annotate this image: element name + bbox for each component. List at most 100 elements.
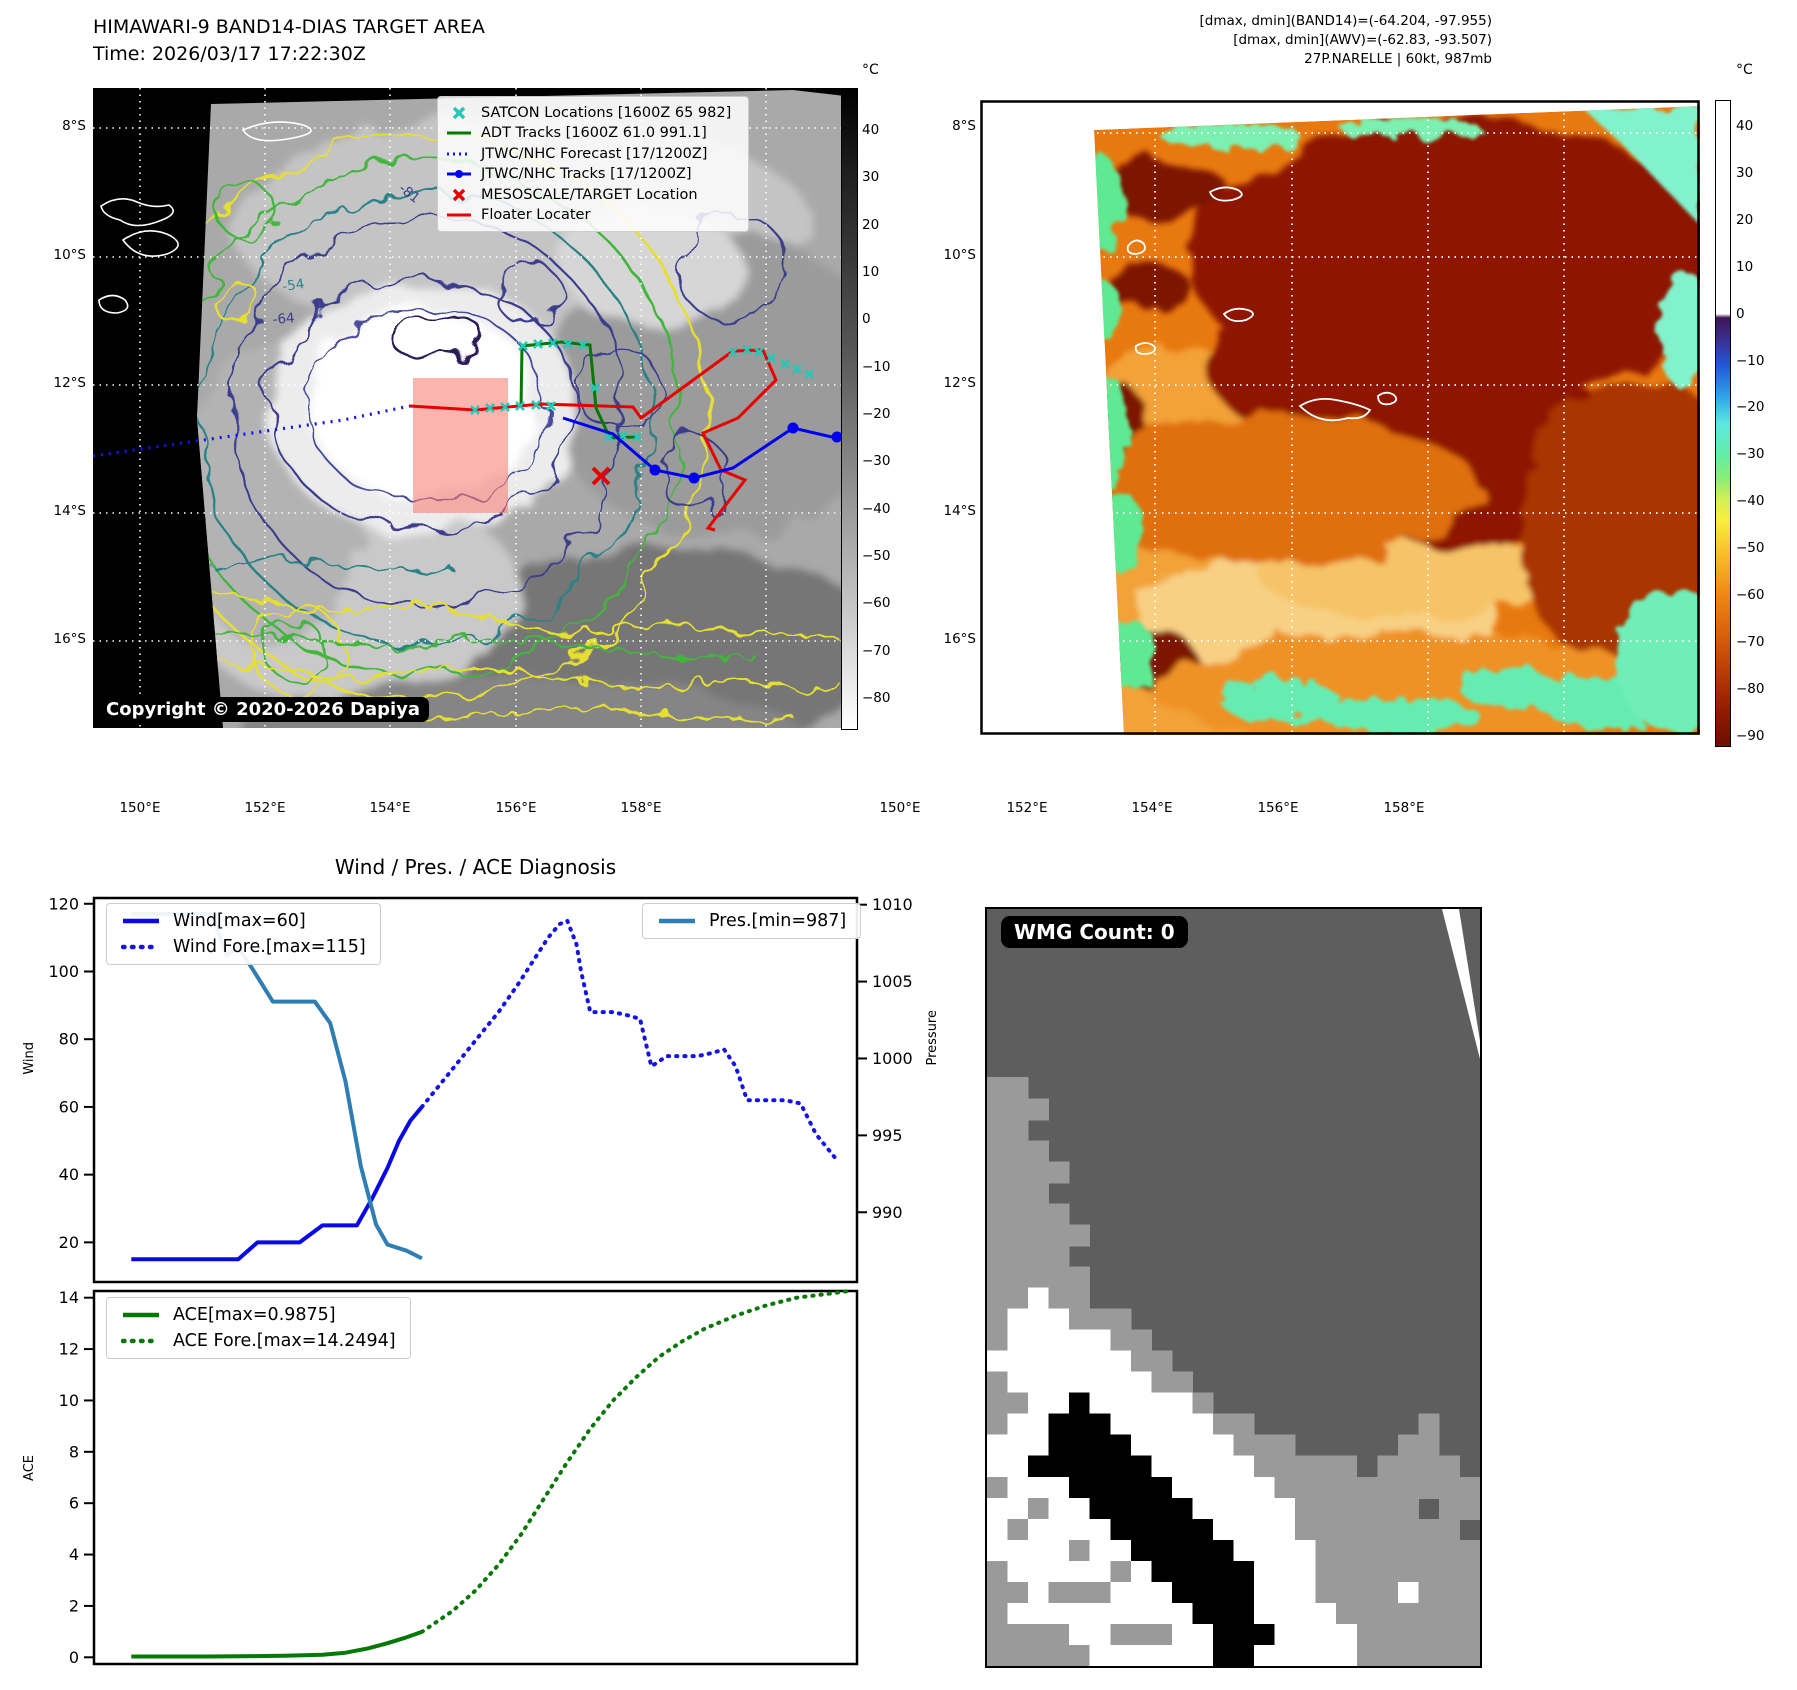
track-dot-icon [447,170,471,179]
awv-colorbar-tick: −20 [1736,399,1765,416]
contour-label: -64 [272,310,295,328]
band14-colorbar [841,88,858,730]
wind-legend: Wind[max=60] Wind Fore.[max=115] [106,903,381,965]
band14-colorbar-tick: 0 [862,311,871,328]
y2-tick-label: 995 [872,1126,903,1145]
awv-lon-label: 158°E [1383,800,1425,816]
series-Wind[max=60] [131,1105,424,1262]
awv-colorbar-tick: 0 [1736,305,1745,322]
legend-label: JTWC/NHC Forecast [17/1200Z] [481,145,708,162]
band14-colorbar-tick: −80 [862,689,891,706]
band14-colorbar-tick: 30 [862,169,880,186]
awv-colorbar-tick: −90 [1736,727,1765,744]
band14-title: HIMAWARI-9 BAND14-DIAS TARGET AREA [93,16,485,38]
band14-colorbar-tick: −20 [862,405,891,422]
y-tick-label: 2 [69,1596,79,1615]
band14-lon-label: 152°E [244,800,286,816]
y-tick-label: 20 [59,1233,79,1252]
y-tick-label: 4 [69,1545,79,1564]
band14-colorbar-tick: 10 [862,263,880,280]
jtwc-track-line [562,416,845,484]
y-tick-label: 40 [59,1165,79,1184]
pressure-axis-label: Pressure [925,1010,940,1066]
wind-line-icon [123,918,159,924]
legend-label: ACE Fore.[max=14.2494] [173,1331,396,1351]
legend-label: ADT Tracks [1600Z 61.0 991.1] [481,125,707,142]
y-tick-label: 8 [69,1442,79,1461]
band14-colorbar-tick: −10 [862,358,891,375]
y-tick-label: 14 [59,1288,79,1307]
wmg-scan-edge [1442,909,1480,1059]
band14-lat-label: 14°S [53,503,87,519]
awv-lat-label: 14°S [943,503,977,519]
series-ACE[max=0.9875] [131,1630,423,1659]
awv-map [980,100,1700,735]
ace-forecast-line-icon [121,1338,161,1344]
awv-colorbar-tick: 10 [1736,258,1754,275]
wind-axis-label: Wind [22,1042,37,1075]
band14-lat-label: 10°S [53,247,87,263]
wind-pressure-chart: 20 40 60 80 100 120 990 995 1000 1005 1010 [48,894,913,1284]
y-tick-label: 100 [48,962,79,981]
band14-colorbar-tick: −60 [862,595,891,612]
band14-lat-label: 12°S [53,375,87,391]
awv-colorbar [1715,100,1731,747]
diagnosis-title: Wind / Pres. / ACE Diagnosis [334,855,617,879]
target-area-box [413,378,508,513]
series-ACE Fore.[max=14.2494] [419,1289,849,1634]
y-tick-label: 60 [59,1097,79,1116]
legend-label: MESOSCALE/TARGET Location [481,186,698,203]
band14-map-legend: SATCON Locations [1600Z 65 982] ADT Trac… [437,96,749,232]
mesoscale-x-icon [452,188,466,201]
series-Pres.[min=987] [131,911,423,1261]
copyright-badge: Copyright © 2020-2026 Dapiya [97,697,430,722]
wmg-count-badge: WMG Count: 0 [1001,916,1188,948]
awv-colorbar-tick: −60 [1736,587,1765,603]
band14-colorbar-tick: −40 [862,500,891,517]
awv-colorbar-unit: °C [1736,62,1753,78]
wind-forecast-line-icon [121,944,161,950]
awv-header: [dmax, dmin](BAND14)=(-64.204, -97.955) … [1000,12,1492,69]
awv-header-line: 27P.NARELLE | 60kt, 987mb [1304,51,1492,67]
pressure-legend: Pres.[min=987] [642,903,862,939]
awv-lat-label: 8°S [952,118,976,134]
band14-colorbar-tick: 20 [862,216,880,233]
y2-tick-label: 1005 [872,972,913,991]
legend-label: Floater Locater [481,207,591,224]
band14-lat-label: 16°S [53,631,87,647]
awv-colorbar-tick: −40 [1736,493,1765,510]
legend-label: Pres.[min=987] [709,911,847,931]
band14-lat-label: 8°S [62,118,86,134]
legend-label: JTWC/NHC Tracks [17/1200Z] [481,166,692,183]
y-tick-label: 0 [69,1648,79,1667]
adt-line-icon [447,131,471,135]
awv-lat-label: 10°S [943,247,977,263]
awv-colorbar-tick: 20 [1736,211,1754,228]
legend-label: SATCON Locations [1600Z 65 982] [481,104,732,121]
band14-time: Time: 2026/03/17 17:22:30Z [93,43,366,65]
awv-header-line: [dmax, dmin](AWV)=(-62.83, -93.507) [1233,32,1492,48]
awv-colorbar-tick: −80 [1736,680,1765,697]
awv-colorbar-tick: −70 [1736,633,1765,650]
band14-colorbar-tick: −30 [862,453,891,470]
wmg-panel [985,907,1482,1668]
awv-header-line: [dmax, dmin](BAND14)=(-64.204, -97.955) [1199,13,1492,29]
legend-label: ACE[max=0.9875] [173,1305,336,1325]
series-Wind Fore.[max=115] [419,918,837,1160]
satcon-x-icon [452,106,466,119]
y-tick-label: 80 [59,1030,79,1049]
y-tick-label: 12 [59,1340,79,1359]
contour-label: -54 [281,276,305,295]
legend-label: Wind Fore.[max=115] [173,937,366,957]
legend-label: Wind[max=60] [173,911,306,931]
ace-chart: 0 2 4 6 8 10 12 14 [59,1288,859,1667]
awv-colorbar-tick: 30 [1736,164,1754,181]
band14-colorbar-tick: 40 [862,122,880,138]
y-tick-label: 10 [59,1391,79,1410]
y2-tick-label: 1010 [872,895,913,914]
wmg-classification-grid [987,1077,1480,1666]
band14-lon-label: 150°E [119,800,161,816]
awv-colorbar-tick: −30 [1736,446,1765,463]
y2-tick-label: 1000 [872,1049,913,1068]
